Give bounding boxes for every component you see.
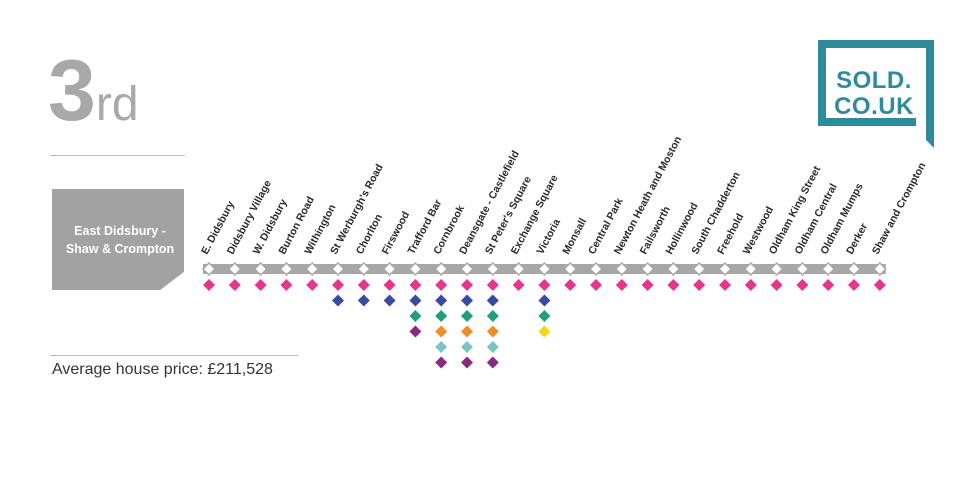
station-marker (821, 261, 836, 277)
line-pink-marker (822, 279, 835, 291)
average-house-price: Average house price: £211,528 (52, 361, 273, 378)
station-marker (434, 261, 449, 277)
line-green-marker (461, 310, 473, 322)
station-marker (640, 261, 655, 277)
rank-heading: 3rd (48, 48, 139, 134)
line-orange-marker (435, 325, 448, 338)
line-pink-marker (461, 279, 473, 291)
rank-number: 3 (48, 43, 96, 139)
line-pink-marker (203, 279, 215, 291)
line-pink-marker (306, 279, 319, 291)
rank-suffix: rd (95, 78, 139, 131)
station-marker (279, 261, 294, 277)
line-blue-marker (486, 294, 499, 307)
line-pink-marker (770, 279, 783, 291)
station-marker (769, 261, 784, 277)
line-pink-marker (512, 279, 525, 291)
line-pink-marker (564, 279, 577, 291)
line-blue-marker (357, 294, 370, 307)
station-marker (459, 261, 475, 277)
line-blue-marker (332, 294, 344, 307)
line-pink-marker (693, 279, 706, 291)
station-marker (485, 261, 500, 277)
line-teal-marker (486, 341, 499, 353)
station-marker (614, 261, 629, 277)
station-label: Monsall (560, 216, 589, 256)
line-blue-marker (435, 294, 448, 307)
line-purple-marker (486, 356, 499, 369)
line-pink-marker (848, 279, 860, 291)
line-pink-marker (667, 279, 680, 291)
line-pink-marker (719, 279, 731, 291)
station-label: Derker (844, 221, 870, 256)
station-marker (408, 261, 423, 277)
logo-wordmark: SOLD. CO.UK (826, 68, 922, 120)
station-marker (382, 261, 397, 277)
line-pink-marker (228, 279, 241, 291)
line-pink-marker (486, 279, 499, 291)
line-teal-marker (461, 341, 473, 353)
line-pink-marker (357, 279, 370, 291)
station-marker (846, 261, 862, 277)
station-marker (692, 261, 707, 277)
station-label: Victoria (534, 217, 563, 257)
line-pink-marker (615, 279, 628, 291)
line-pink-marker (873, 279, 886, 291)
station-marker (511, 261, 526, 277)
line-green-marker (486, 310, 499, 322)
logo-line-1: SOLD. (836, 67, 912, 94)
station-marker (253, 261, 268, 277)
line-pink-marker (590, 279, 602, 291)
line-pink-marker (435, 279, 448, 291)
top-divider (50, 155, 185, 156)
station-marker (795, 261, 810, 277)
station-label: Shaw and Crompton (870, 161, 929, 257)
line-pink-marker (254, 279, 267, 291)
station-label: Exchange Square (509, 173, 561, 257)
line-blue-marker (538, 294, 551, 307)
line-pink-marker (409, 279, 422, 291)
station-marker (563, 261, 578, 277)
bottom-divider (50, 355, 298, 356)
station-marker (227, 261, 242, 277)
line-pink-marker (332, 279, 344, 291)
line-green-marker (409, 310, 422, 322)
line-blue-marker (409, 294, 422, 307)
station-marker (201, 261, 217, 277)
line-pink-marker (744, 279, 757, 291)
station-marker (588, 261, 604, 277)
station-marker (356, 261, 371, 277)
station-marker (717, 261, 733, 277)
line-pink-marker (383, 279, 396, 291)
line-green-marker (435, 310, 448, 322)
sold-logo-icon (818, 40, 934, 148)
line-pink-marker (796, 279, 809, 291)
line-yellow-marker (538, 325, 551, 338)
line-blue-marker (383, 294, 396, 307)
line-green-marker (538, 310, 551, 322)
line-pink-marker (538, 279, 551, 291)
logo-line-2: CO.UK (834, 93, 914, 120)
station-marker (330, 261, 346, 277)
station-marker (743, 261, 758, 277)
station-marker (305, 261, 320, 277)
station-marker (872, 261, 887, 277)
line-pink-marker (641, 279, 654, 291)
line-purple-marker (409, 325, 422, 338)
line-name-tag: East Didsbury - Shaw & Crompton (52, 189, 184, 290)
line-purple-marker (461, 356, 473, 369)
line-purple-marker (435, 356, 448, 369)
line-blue-marker (461, 294, 473, 307)
line-orange-marker (461, 325, 473, 338)
line-pink-marker (280, 279, 293, 291)
line-orange-marker (486, 325, 499, 338)
line-teal-marker (435, 341, 448, 353)
station-marker (666, 261, 681, 277)
station-marker (537, 261, 552, 277)
line-name-label: East Didsbury - Shaw & Crompton (65, 223, 175, 256)
